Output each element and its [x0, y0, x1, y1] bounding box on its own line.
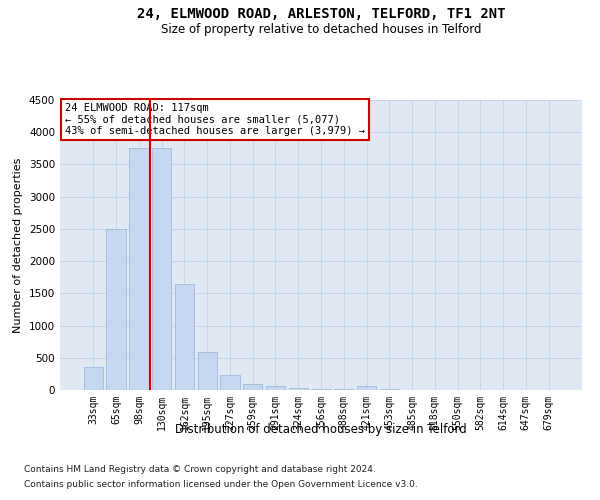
Bar [357, 386, 376, 390]
Bar [106, 229, 126, 390]
Text: Contains HM Land Registry data © Crown copyright and database right 2024.: Contains HM Land Registry data © Crown c… [24, 465, 376, 474]
Text: 24 ELMWOOD ROAD: 117sqm
← 55% of detached houses are smaller (5,077)
43% of semi: 24 ELMWOOD ROAD: 117sqm ← 55% of detache… [65, 103, 365, 136]
Text: Size of property relative to detached houses in Telford: Size of property relative to detached ho… [161, 22, 481, 36]
Text: 24, ELMWOOD ROAD, ARLESTON, TELFORD, TF1 2NT: 24, ELMWOOD ROAD, ARLESTON, TELFORD, TF1… [137, 8, 505, 22]
Bar [197, 352, 217, 390]
Bar [175, 284, 194, 390]
Text: Contains public sector information licensed under the Open Government Licence v3: Contains public sector information licen… [24, 480, 418, 489]
Bar [84, 368, 103, 390]
Bar [129, 148, 149, 390]
Bar [243, 384, 262, 390]
Y-axis label: Number of detached properties: Number of detached properties [13, 158, 23, 332]
Bar [220, 375, 239, 390]
Text: Distribution of detached houses by size in Telford: Distribution of detached houses by size … [175, 422, 467, 436]
Bar [311, 389, 331, 390]
Bar [152, 148, 172, 390]
Bar [289, 388, 308, 390]
Bar [266, 386, 285, 390]
